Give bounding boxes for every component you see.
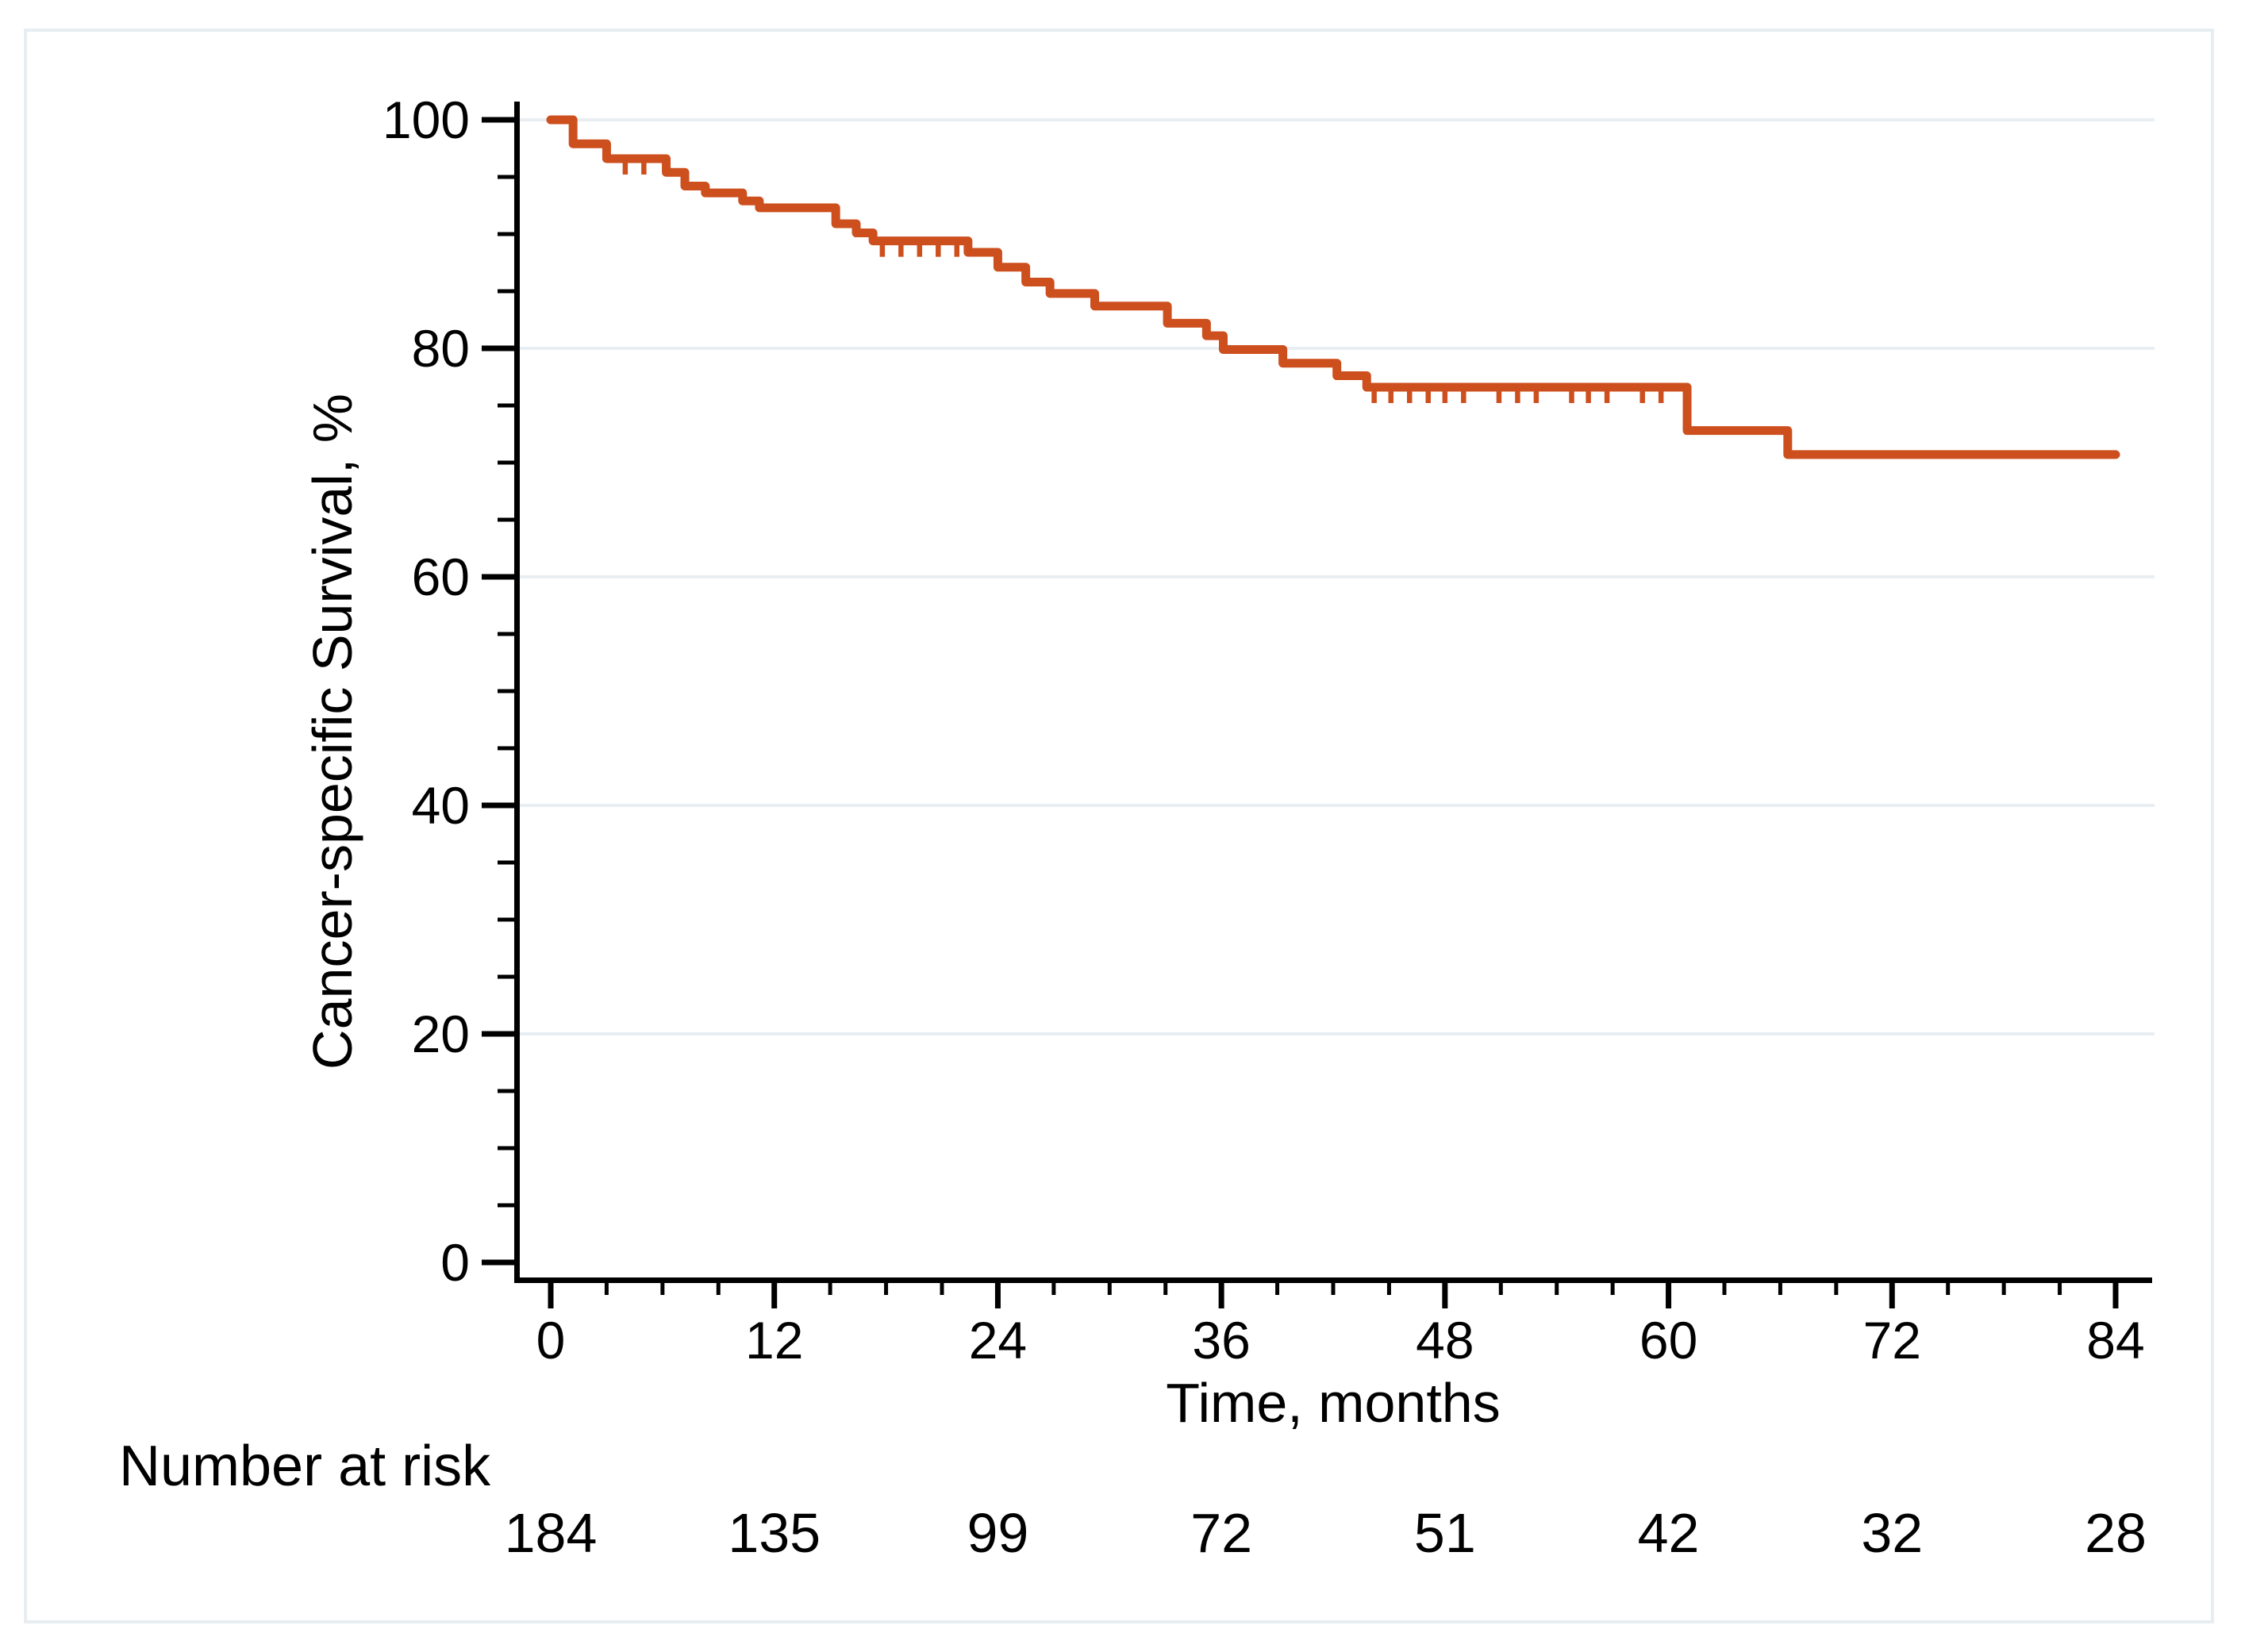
x-tick-label-60: 60: [1639, 1311, 1697, 1370]
risk-count-month-48: 51: [1414, 1502, 1476, 1564]
risk-count-month-60: 42: [1638, 1502, 1700, 1564]
y-axis-title: Cancer-specific Survival, %: [302, 394, 363, 1070]
y-tick-label-40: 40: [412, 776, 470, 835]
risk-count-month-84: 28: [2085, 1502, 2147, 1564]
survival-curve-layer: [546, 115, 2120, 459]
x-axis-title: Time, months: [1166, 1372, 1500, 1434]
x-tick-label-0: 0: [536, 1311, 566, 1370]
x-tick-label-48: 48: [1416, 1311, 1474, 1370]
x-tick-label-12: 12: [745, 1311, 803, 1370]
y-tick-label-100: 100: [382, 90, 470, 149]
risk-count-month-0: 184: [505, 1502, 598, 1564]
y-tick-label-80: 80: [412, 319, 470, 378]
risk-count-month-36: 72: [1190, 1502, 1252, 1564]
x-tick-label-72: 72: [1863, 1311, 1921, 1370]
risk-count-month-24: 99: [967, 1502, 1028, 1564]
gridlines: [517, 118, 2155, 1035]
survival-curve: [546, 115, 2120, 459]
axis-ticks: [482, 117, 2119, 1308]
x-tick-label-36: 36: [1192, 1311, 1250, 1370]
risk-table-layer: 184 135 99 72 51 42 32 28: [505, 1502, 2147, 1564]
risk-count-month-12: 135: [728, 1502, 821, 1564]
axis-tick-labels: 0 20 40 60 80 100 0 12 24 36 48 60 72 84: [382, 90, 2145, 1370]
x-tick-label-84: 84: [2086, 1311, 2144, 1370]
y-tick-label-0: 0: [440, 1233, 470, 1292]
number-at-risk-label: Number at risk: [119, 1435, 491, 1498]
x-tick-label-24: 24: [969, 1311, 1027, 1370]
y-tick-label-20: 20: [412, 1005, 470, 1063]
risk-count-month-72: 32: [1861, 1502, 1923, 1564]
y-tick-label-60: 60: [412, 547, 470, 606]
figure-border: [24, 29, 2214, 1623]
